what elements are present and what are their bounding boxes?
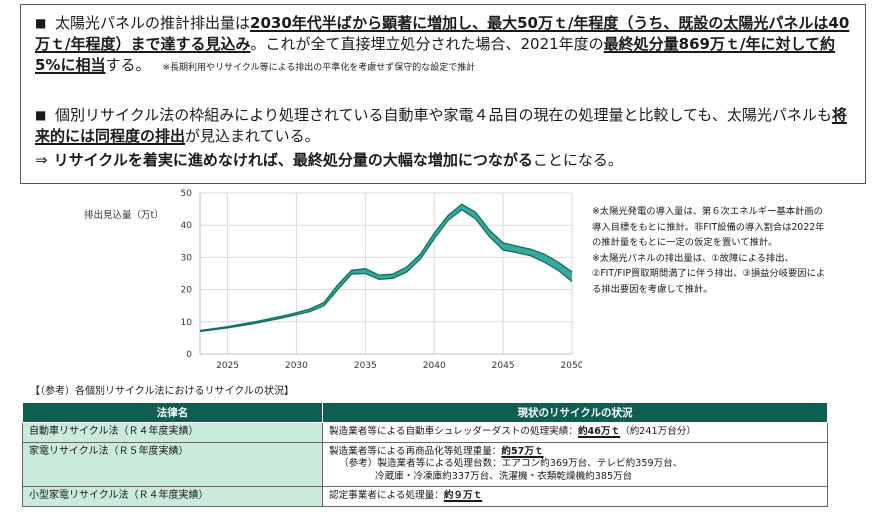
y-tick-label: 30 <box>181 253 193 263</box>
summary-box: ■ 太陽光パネルの推計排出量は2030年代半ばから顕著に増加し、最大50万ｔ/年程… <box>20 4 866 184</box>
x-tick-label: 2025 <box>216 361 239 371</box>
reference-section-title: 【（参考）各個別リサイクル法におけるリサイクルの状況】 <box>30 386 294 397</box>
x-tick-label: 2035 <box>354 361 377 371</box>
summary-paragraph-2: ■ 個別リサイクル法の枠組みにより処理されている自動車や家電４品目の現在の処理量と… <box>35 106 847 145</box>
law-name-appliance: 家電リサイクル法（Ｒ５年度実績） <box>22 441 323 487</box>
series-line-upper <box>199 203 573 332</box>
y-axis-label: 排出見込量（万t） <box>84 209 164 221</box>
status-auto: 製造業者等による自動車シュレッダーダストの処理実績：約46万ｔ（約241万台分） <box>322 422 828 443</box>
emphasis-landfill-share: 最終処分量869万ｔ/年に対して約5%に相当 <box>35 35 836 74</box>
emphasis-future-volume: 将来的には同程度の排出 <box>35 106 847 145</box>
bullet-square-icon: ■ <box>35 16 47 30</box>
x-tick-label: 2040 <box>423 361 446 371</box>
status-small-appliance: 認定事業者による処理量：約９万ｔ <box>322 486 828 507</box>
y-tick-label: 50 <box>181 189 193 199</box>
conclusion-emphasis: リサイクルを着実に進めなければ、最終処分量の大幅な増加につながる <box>53 151 533 169</box>
recycling-status-table: 法律名 現状のリサイクルの状況 自動車リサイクル法（Ｒ４年度実績） 製造業者等に… <box>22 402 828 507</box>
column-header-law: 法律名 <box>22 402 323 423</box>
series-line-lower <box>199 208 573 333</box>
chart-notes: ※太陽光発電の導入量は、第６次エネルギー基本計画の導入目標をもとに推計。非FIT… <box>592 204 832 297</box>
x-tick-label: 2030 <box>285 361 308 371</box>
summary-conclusion: ⇒ リサイクルを着実に進めなければ、最終処分量の大幅な増加につながることになる。 <box>35 151 623 169</box>
y-tick-label: 0 <box>186 350 192 360</box>
x-tick-label: 2050 <box>561 361 582 371</box>
table-row: 家電リサイクル法（Ｒ５年度実績） 製造業者等による再商品化等処理重量：約57万ｔ… <box>22 441 828 487</box>
y-tick-label: 40 <box>181 221 193 231</box>
y-tick-label: 10 <box>181 318 193 328</box>
law-name-small-appliance: 小型家電リサイクル法（Ｒ４年度実績） <box>22 486 323 507</box>
law-name-auto: 自動車リサイクル法（Ｒ４年度実績） <box>22 422 323 443</box>
emphasis-peak-forecast: 2030年代半ばから顕著に増加し、最大50万ｔ/年程度（うち、既設の太陽光パネル… <box>35 14 850 53</box>
y-tick-label: 20 <box>181 286 193 296</box>
table-row: 自動車リサイクル法（Ｒ４年度実績） 製造業者等による自動車シュレッダーダストの処… <box>22 422 828 443</box>
bullet-square-icon: ■ <box>35 108 47 122</box>
table-row: 小型家電リサイクル法（Ｒ４年度実績） 認定事業者による処理量：約９万ｔ <box>22 486 828 507</box>
column-header-status: 現状のリサイクルの状況 <box>322 402 828 423</box>
emission-forecast-chart: 0 10 20 30 40 50 2025 2030 2035 2040 2045 2050 排出見込量… <box>82 188 582 376</box>
summary-paragraph-1: ■ 太陽光パネルの推計排出量は2030年代半ばから顕著に増加し、最大50万ｔ/年程… <box>35 14 850 74</box>
forecast-band-area <box>200 204 572 332</box>
implies-arrow-icon: ⇒ <box>35 151 48 169</box>
table-header-row: 法律名 現状のリサイクルの状況 <box>22 402 828 423</box>
chart-note-introduction: ※太陽光発電の導入量は、第６次エネルギー基本計画の導入目標をもとに推計。非FIT… <box>592 206 825 248</box>
status-appliance: 製造業者等による再商品化等処理重量：約57万ｔ （参考）製造業者等による処理台数… <box>322 441 828 487</box>
x-tick-label: 2045 <box>492 361 515 371</box>
conservative-estimate-note: ※長期利用やリサイクル等による排出の平準化を考慮せず保守的な設定で推計 <box>162 63 476 73</box>
chart-note-emission-factors: ※太陽光パネルの排出量は、①故障による排出、②FIT/FIP買取期間満了に伴う排… <box>592 252 826 295</box>
